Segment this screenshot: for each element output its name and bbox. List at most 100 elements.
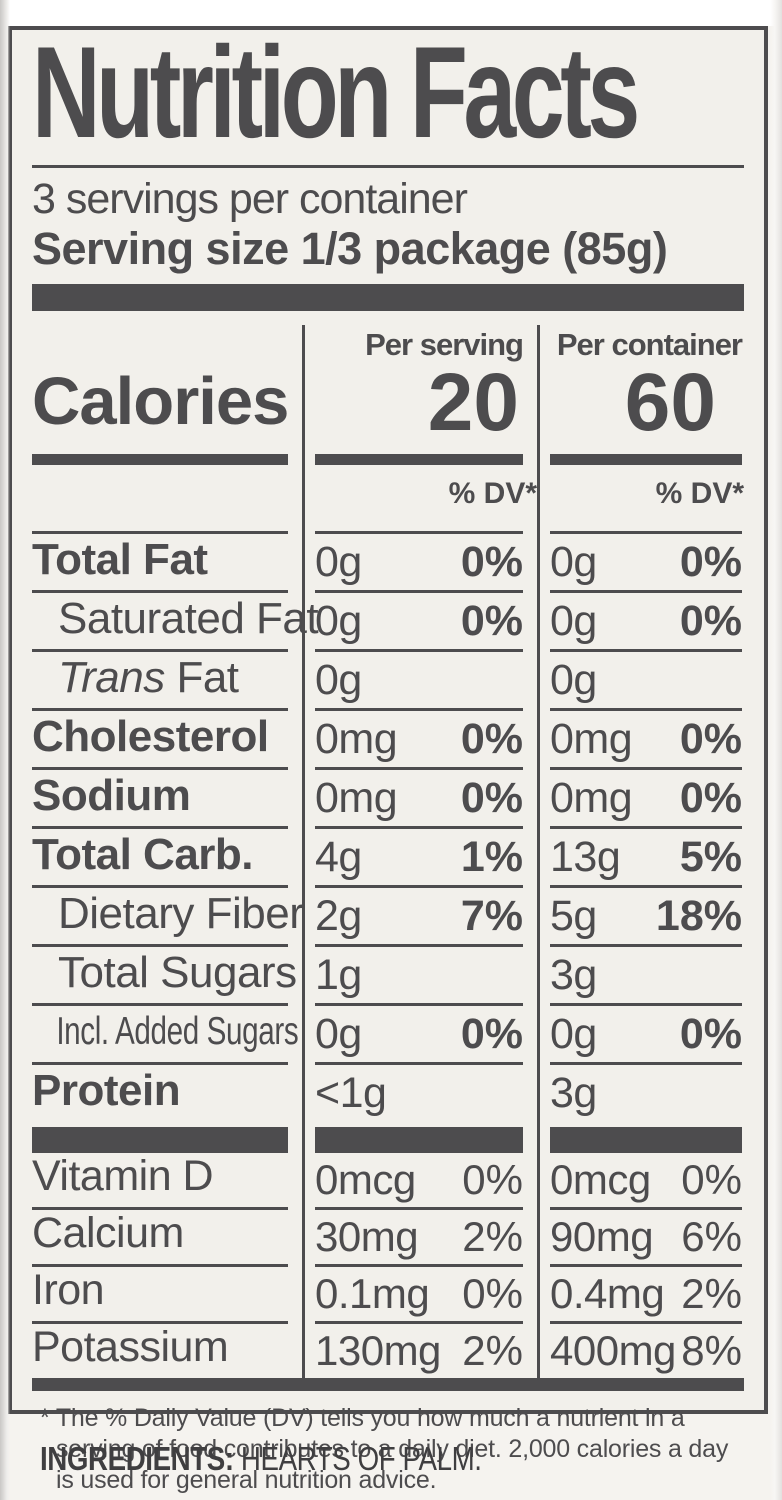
dv-per-serving: 0% (462, 1270, 523, 1318)
nutrition-facts-label: Nutrition Facts 3 servings per container… (8, 19, 768, 1494)
calories-label: Calories (32, 364, 289, 440)
amount-per-container: 3g (550, 1069, 597, 1118)
bottom-bar (32, 1378, 744, 1392)
separator-line (550, 1207, 742, 1211)
nutrient-name: Dietary Fiber (58, 889, 304, 939)
separator-line (32, 531, 288, 535)
nutrient-row: Sodium 0mg 0% 0mg 0% (32, 767, 744, 826)
per-serving-header: Per serving (365, 327, 524, 363)
dv-per-container: 18% (655, 892, 742, 941)
calories-underline-row (32, 442, 744, 466)
dv-per-serving: 0% (462, 1156, 523, 1204)
thick-bar-top (32, 284, 744, 312)
separator-line (550, 708, 742, 712)
nutrient-name: Calcium (32, 1209, 184, 1258)
amount-per-container: 0mg (550, 715, 633, 764)
separator-line (550, 1003, 742, 1007)
vitamin-row: Vitamin D 0mcg 0% 0mcg 0% (32, 1153, 744, 1207)
calories-row: Calories 20 60 (32, 357, 744, 449)
amount-per-serving: 0g (315, 656, 362, 705)
amount-per-serving: 0mcg (315, 1156, 416, 1204)
amount-per-serving: 4g (315, 833, 362, 882)
nutrient-row: Total Carb. 4g 1% 13g 5% (32, 826, 744, 885)
dv-per-serving: 0% (460, 715, 523, 764)
separator-line (32, 590, 288, 594)
separator-line (315, 531, 523, 535)
amount-per-container: 13g (550, 833, 621, 882)
separator-line (315, 649, 523, 653)
amount-per-container: 90mg (550, 1213, 654, 1261)
amount-per-container: 0g (550, 538, 597, 587)
nutrient-name: Trans Fat (58, 653, 239, 703)
separator-line (550, 826, 742, 830)
vitamin-rows: Vitamin D 0mcg 0% 0mcg 0% Calcium 30mg 2% 90mg 6%… (32, 1153, 744, 1378)
amount-per-serving: 0g (315, 597, 362, 646)
section-bar-middle (315, 1127, 523, 1154)
separator-line (550, 885, 742, 889)
dv-header-serving: % DV* (448, 477, 537, 511)
separator-line (32, 708, 288, 712)
separator-line (32, 944, 288, 948)
dv-per-serving: 2% (462, 1327, 523, 1375)
separator-line (550, 944, 742, 948)
amount-per-serving: 0.1mg (315, 1270, 430, 1318)
separator-line (315, 1264, 523, 1268)
dv-per-container: 0% (679, 597, 742, 646)
separator-line (315, 590, 523, 594)
dv-per-serving: 7% (460, 892, 523, 941)
separator-line (315, 944, 523, 948)
dv-per-serving: 0% (460, 774, 523, 823)
calories-per-serving: 20 (427, 357, 519, 449)
ingredients-line: INGREDIENTS: HEARTS OF PALM. (40, 1440, 482, 1478)
dv-per-serving: 2% (462, 1213, 523, 1261)
separator-line (550, 1321, 742, 1325)
calories-per-container: 60 (624, 357, 716, 449)
separator-line (32, 1264, 288, 1268)
dv-footnote: * The % Daily Value (DV) tells you how m… (40, 1404, 729, 1495)
amount-per-serving: 2g (315, 892, 362, 941)
dv-per-container: 5% (679, 833, 742, 882)
separator-line (32, 1062, 288, 1066)
separator-line (315, 1207, 523, 1211)
amount-per-container: 0g (550, 597, 597, 646)
dv-per-container: 2% (681, 1270, 742, 1318)
separator-line (550, 1264, 742, 1268)
nutrient-row: Total Fat 0g 0% 0g 0% (32, 531, 744, 590)
nutrient-name: Iron (32, 1266, 105, 1315)
nutrient-row: Incl. Added Sugars 0g 0% 0g 0% (32, 1003, 744, 1062)
calories-underline-bar (315, 454, 523, 466)
nutrient-name: Saturated Fat (58, 594, 319, 644)
serving-size: Serving size 1/3 package (85g) (32, 223, 668, 275)
amount-per-container: 0mg (550, 774, 633, 823)
section-bars-row (32, 1121, 744, 1154)
nutrient-name: Total Sugars (58, 948, 297, 998)
separator-line (315, 1003, 523, 1007)
dv-per-container: 6% (681, 1213, 742, 1261)
dv-header-row: % DV* % DV* (32, 465, 744, 531)
amount-per-container: 5g (550, 892, 597, 941)
nutrient-rows: Total Fat 0g 0% 0g 0% Saturated Fat 0g 0% 0g 0% Tr… (32, 531, 744, 1121)
separator-line (32, 1207, 288, 1211)
separator-line (315, 1321, 523, 1325)
separator-line (315, 885, 523, 889)
nutrient-row: Saturated Fat 0g 0% 0g 0% (32, 590, 744, 649)
column-divider-2 (537, 325, 540, 1379)
separator-line (550, 1062, 742, 1066)
dv-per-serving: 0% (460, 538, 523, 587)
amount-per-serving: 0g (315, 1010, 362, 1059)
separator-line (550, 590, 742, 594)
label-title: Nutrition Facts (32, 19, 640, 165)
nutrient-name: Incl. Added Sugars (56, 1010, 299, 1054)
separator-line (315, 826, 523, 830)
separator-line (550, 649, 742, 653)
separator-line (550, 531, 742, 535)
calories-header-row: Per serving Per container (32, 311, 744, 363)
ingredients-label: INGREDIENTS: (40, 1440, 234, 1477)
columns-section: Per serving Per container Calories 20 60… (32, 311, 744, 1379)
separator-line (315, 1062, 523, 1066)
vitamin-row: Iron 0.1mg 0% 0.4mg 2% (32, 1264, 744, 1321)
dv-per-serving: 1% (460, 833, 523, 882)
column-divider-1 (302, 325, 305, 1379)
dv-per-container: 0% (681, 1156, 742, 1204)
